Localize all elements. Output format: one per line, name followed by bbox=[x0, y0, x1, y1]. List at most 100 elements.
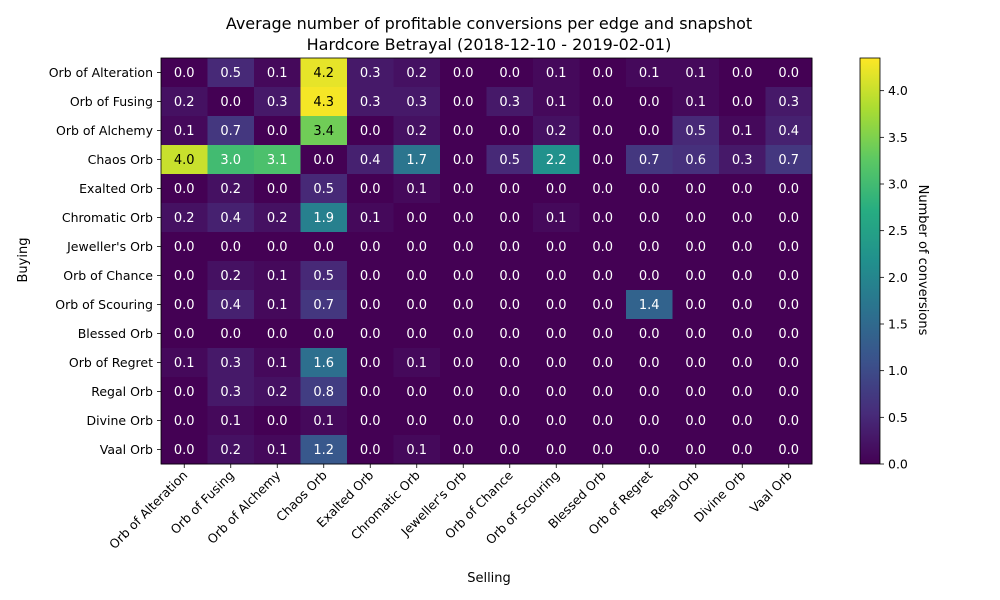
heatmap-cell bbox=[393, 377, 441, 407]
cell-value-label: 0.1 bbox=[406, 443, 427, 458]
heatmap-cell bbox=[254, 319, 301, 349]
colorbar-tick-label: 1.5 bbox=[888, 317, 908, 332]
heatmap-cell bbox=[579, 87, 627, 117]
heatmap-cell bbox=[300, 174, 348, 204]
cell-value-label: 0.0 bbox=[592, 385, 613, 400]
heatmap-cell bbox=[579, 232, 627, 262]
heatmap-cell bbox=[300, 87, 348, 117]
heatmap-cell bbox=[207, 406, 255, 436]
cell-value-label: 0.3 bbox=[778, 95, 799, 110]
heatmap-cell bbox=[300, 348, 348, 378]
heatmap-cell bbox=[393, 435, 441, 465]
cell-value-label: 0.1 bbox=[685, 95, 706, 110]
heatmap-cell bbox=[672, 58, 720, 88]
cell-value-label: 0.0 bbox=[732, 66, 753, 81]
heatmap-cell bbox=[672, 145, 720, 175]
cell-value-label: 0.0 bbox=[453, 211, 474, 226]
heatmap-cell bbox=[579, 348, 627, 378]
cell-value-label: 0.0 bbox=[685, 327, 706, 342]
heatmap-cell bbox=[579, 116, 627, 146]
heatmap-cell bbox=[207, 87, 255, 117]
heatmap-cell bbox=[719, 58, 766, 88]
cell-value-label: 0.0 bbox=[267, 124, 288, 139]
cell-value-label: 0.1 bbox=[174, 124, 195, 139]
heatmap-cell bbox=[440, 87, 487, 117]
heatmap-cell bbox=[254, 261, 301, 291]
cell-value-label: 0.0 bbox=[453, 182, 474, 197]
cell-value-label: 0.0 bbox=[592, 66, 613, 81]
cell-value-label: 0.0 bbox=[732, 182, 753, 197]
cell-value-label: 0.0 bbox=[639, 124, 660, 139]
heatmap-cell bbox=[207, 261, 255, 291]
cell-value-label: 0.0 bbox=[453, 153, 474, 168]
cell-value-label: 0.0 bbox=[592, 327, 613, 342]
cell-value-label: 0.1 bbox=[546, 95, 567, 110]
cell-value-label: 0.3 bbox=[220, 356, 241, 371]
y-tick-label: Orb of Fusing bbox=[70, 94, 153, 109]
colorbar bbox=[859, 57, 881, 465]
cell-value-label: 0.0 bbox=[546, 327, 567, 342]
heatmap-cell bbox=[533, 232, 580, 262]
heatmap-cell bbox=[300, 406, 348, 436]
heatmap-cell bbox=[672, 261, 720, 291]
cell-value-label: 0.0 bbox=[499, 356, 520, 371]
heatmap-cell bbox=[207, 232, 255, 262]
heatmap-cell bbox=[486, 319, 534, 349]
cell-value-label: 0.0 bbox=[313, 153, 334, 168]
y-tick-label: Orb of Alchemy bbox=[56, 123, 154, 138]
heatmap-cell bbox=[393, 145, 441, 175]
heatmap-cell bbox=[207, 348, 255, 378]
chart-title: Average number of profitable conversions… bbox=[226, 14, 752, 33]
cell-value-label: 0.0 bbox=[220, 240, 241, 255]
heatmap-cell bbox=[719, 203, 766, 233]
cell-value-label: 0.0 bbox=[220, 327, 241, 342]
cell-value-label: 0.0 bbox=[639, 414, 660, 429]
heatmap-cell bbox=[626, 174, 673, 204]
heatmap-cell bbox=[161, 58, 208, 88]
heatmap-cell bbox=[440, 319, 487, 349]
x-axis-label: Selling bbox=[467, 571, 511, 586]
cell-value-label: 0.2 bbox=[546, 124, 567, 139]
heatmap-cell bbox=[347, 87, 394, 117]
y-tick-label: Orb of Regret bbox=[69, 355, 153, 370]
heatmap-cell bbox=[347, 319, 394, 349]
cell-value-label: 0.3 bbox=[732, 153, 753, 168]
heatmap-cell bbox=[207, 435, 255, 465]
heatmap-cell bbox=[533, 116, 580, 146]
cell-value-label: 0.0 bbox=[546, 356, 567, 371]
cell-value-label: 1.6 bbox=[313, 356, 334, 371]
cell-value-label: 0.4 bbox=[778, 124, 799, 139]
heatmap-cell bbox=[672, 319, 720, 349]
heatmap-cell bbox=[626, 348, 673, 378]
heatmap-cell bbox=[672, 203, 720, 233]
cell-value-label: 0.0 bbox=[360, 385, 381, 400]
heatmap-cell bbox=[672, 406, 720, 436]
cell-value-label: 0.0 bbox=[778, 182, 799, 197]
cell-value-label: 0.0 bbox=[685, 356, 706, 371]
x-tick-label: Vaal Orb bbox=[747, 467, 795, 515]
cell-value-label: 0.0 bbox=[174, 443, 195, 458]
heatmap-cell bbox=[207, 174, 255, 204]
y-tick-label: Blessed Orb bbox=[78, 326, 153, 341]
cell-value-label: 0.4 bbox=[220, 298, 241, 313]
cell-value-label: 0.0 bbox=[174, 327, 195, 342]
heatmap-cell bbox=[719, 87, 766, 117]
cell-value-label: 0.0 bbox=[685, 298, 706, 313]
heatmap-cell bbox=[486, 87, 534, 117]
cell-value-label: 0.0 bbox=[685, 443, 706, 458]
heatmap-cell bbox=[579, 58, 627, 88]
y-tick-label: Divine Orb bbox=[87, 413, 154, 428]
cell-value-label: 0.1 bbox=[406, 356, 427, 371]
heatmap-cell bbox=[672, 174, 720, 204]
heatmap-cell bbox=[719, 406, 766, 436]
heatmap-cell bbox=[254, 435, 301, 465]
heatmap-cell bbox=[393, 58, 441, 88]
heatmap-cell bbox=[161, 377, 208, 407]
heatmap-cell bbox=[254, 377, 301, 407]
cell-value-label: 0.0 bbox=[546, 240, 567, 255]
cell-value-label: 3.0 bbox=[220, 153, 241, 168]
cell-value-label: 0.2 bbox=[174, 211, 195, 226]
cell-value-label: 0.0 bbox=[778, 211, 799, 226]
heatmap-cell bbox=[393, 406, 441, 436]
heatmap-cell bbox=[161, 116, 208, 146]
